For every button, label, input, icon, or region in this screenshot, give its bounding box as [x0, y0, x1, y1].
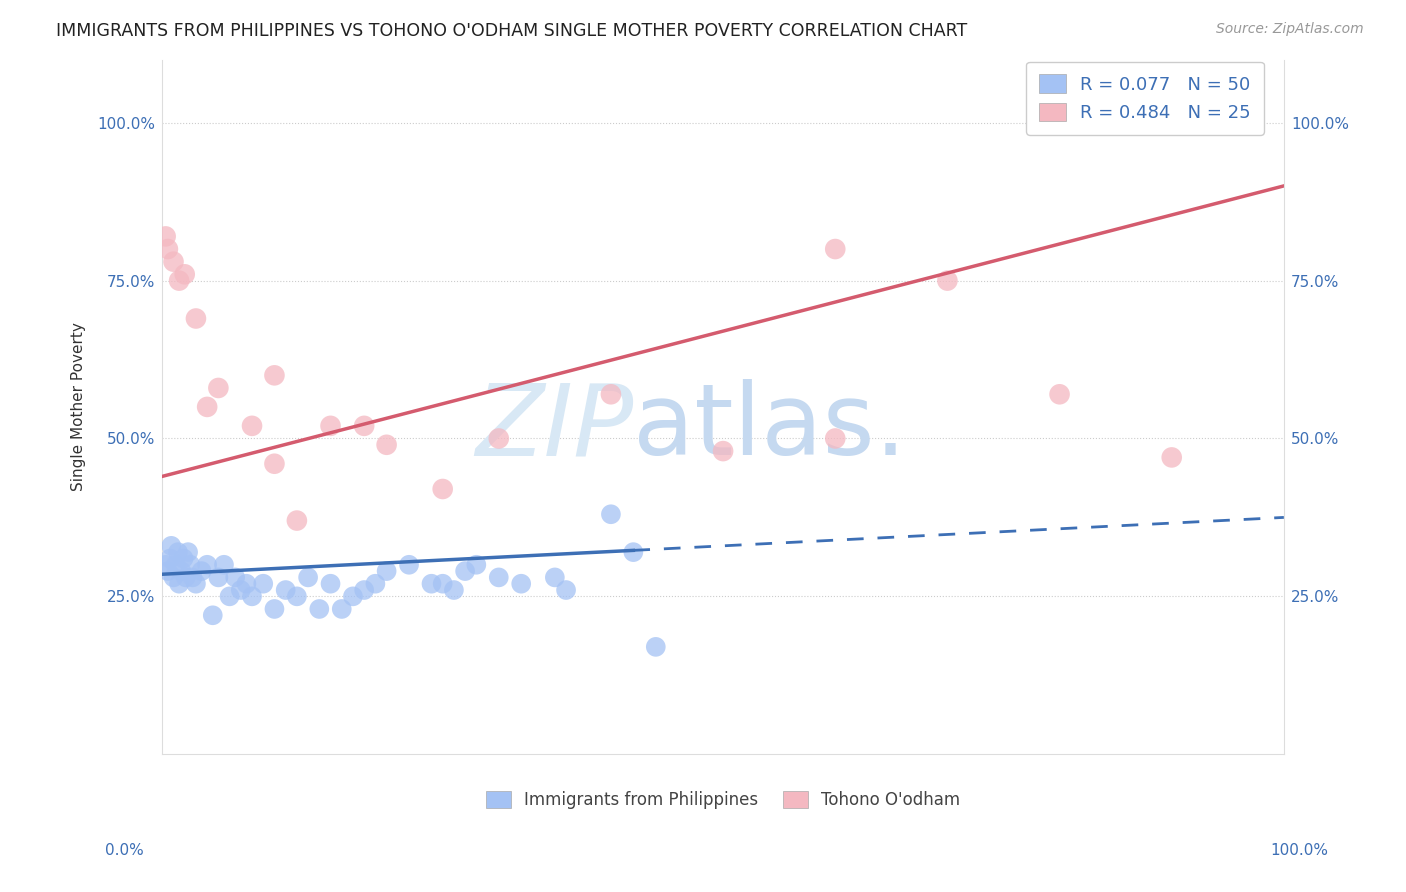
- Point: [465, 558, 488, 572]
- Point: [510, 576, 533, 591]
- Point: [936, 274, 959, 288]
- Point: [488, 432, 510, 446]
- Point: [342, 590, 364, 604]
- Point: [156, 242, 179, 256]
- Point: [1049, 387, 1071, 401]
- Text: IMMIGRANTS FROM PHILIPPINES VS TOHONO O'ODHAM SINGLE MOTHER POVERTY CORRELATION : IMMIGRANTS FROM PHILIPPINES VS TOHONO O'…: [56, 22, 967, 40]
- Point: [173, 551, 195, 566]
- Point: [353, 418, 375, 433]
- Point: [156, 564, 179, 578]
- Point: [201, 608, 224, 623]
- Point: [319, 418, 342, 433]
- Point: [252, 576, 274, 591]
- Point: [167, 576, 190, 591]
- Point: [308, 602, 330, 616]
- Point: [167, 274, 190, 288]
- Point: [454, 564, 477, 578]
- Point: [184, 576, 207, 591]
- Point: [274, 582, 297, 597]
- Point: [207, 570, 229, 584]
- Point: [364, 576, 387, 591]
- Point: [179, 558, 201, 572]
- Point: [165, 558, 187, 572]
- Point: [555, 582, 578, 597]
- Point: [285, 514, 308, 528]
- Point: [174, 570, 197, 584]
- Point: [162, 570, 184, 584]
- Point: [155, 229, 177, 244]
- Point: [263, 368, 285, 383]
- Point: [235, 576, 257, 591]
- Point: [544, 570, 567, 584]
- Point: [297, 570, 319, 584]
- Legend: Immigrants from Philippines, Tohono O'odham: Immigrants from Philippines, Tohono O'od…: [479, 784, 967, 815]
- Point: [488, 570, 510, 584]
- Point: [443, 582, 465, 597]
- Point: [420, 576, 443, 591]
- Text: Source: ZipAtlas.com: Source: ZipAtlas.com: [1216, 22, 1364, 37]
- Point: [159, 551, 181, 566]
- Point: [167, 545, 190, 559]
- Point: [212, 558, 235, 572]
- Point: [184, 311, 207, 326]
- Point: [160, 539, 183, 553]
- Point: [224, 570, 246, 584]
- Point: [600, 508, 623, 522]
- Point: [432, 576, 454, 591]
- Point: [240, 418, 263, 433]
- Point: [375, 564, 398, 578]
- Point: [162, 254, 184, 268]
- Point: [263, 457, 285, 471]
- Point: [711, 444, 734, 458]
- Point: [195, 558, 218, 572]
- Text: 0.0%: 0.0%: [105, 843, 145, 858]
- Point: [1160, 116, 1182, 130]
- Point: [170, 564, 193, 578]
- Point: [155, 558, 177, 572]
- Point: [177, 545, 200, 559]
- Point: [600, 387, 623, 401]
- Text: ZIP: ZIP: [475, 379, 633, 476]
- Text: atlas.: atlas.: [633, 379, 907, 476]
- Y-axis label: Single Mother Poverty: Single Mother Poverty: [72, 323, 86, 491]
- Point: [190, 564, 212, 578]
- Point: [353, 582, 375, 597]
- Point: [218, 590, 240, 604]
- Point: [644, 640, 666, 654]
- Point: [398, 558, 420, 572]
- Point: [229, 582, 252, 597]
- Point: [240, 590, 263, 604]
- Point: [263, 602, 285, 616]
- Point: [319, 576, 342, 591]
- Point: [824, 242, 846, 256]
- Point: [173, 268, 195, 282]
- Text: 100.0%: 100.0%: [1271, 843, 1329, 858]
- Point: [1160, 450, 1182, 465]
- Point: [621, 545, 644, 559]
- Point: [824, 432, 846, 446]
- Point: [432, 482, 454, 496]
- Point: [285, 590, 308, 604]
- Point: [330, 602, 353, 616]
- Point: [375, 438, 398, 452]
- Point: [181, 570, 204, 584]
- Point: [207, 381, 229, 395]
- Point: [195, 400, 218, 414]
